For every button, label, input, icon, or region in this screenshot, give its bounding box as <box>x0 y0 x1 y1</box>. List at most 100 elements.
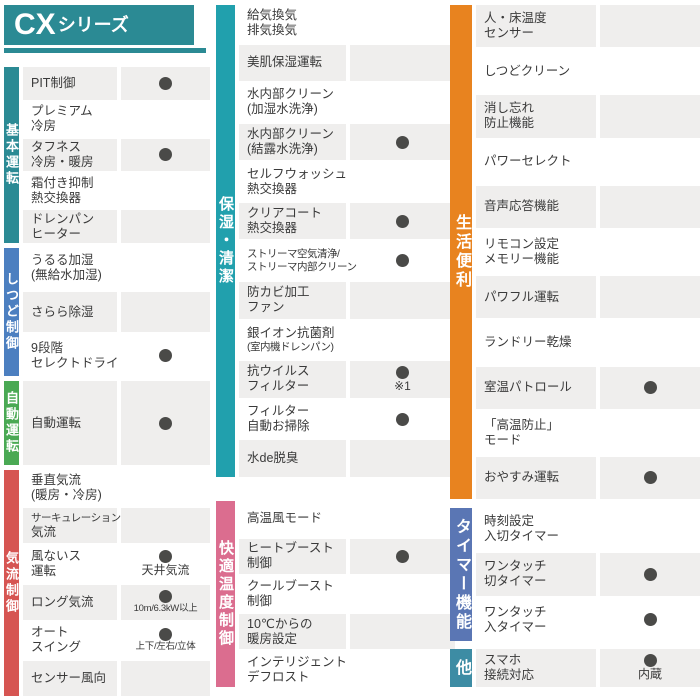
feature-row: 霜付き抑制 熱交換器 <box>23 174 210 207</box>
feature-label-line: PIT制御 <box>31 75 76 90</box>
feature-dot-cell <box>350 538 455 574</box>
feature-label-line: 高温風モード <box>247 510 323 525</box>
feature-label: ドレンパン ヒーター <box>23 210 117 243</box>
feature-dot-cell <box>121 138 210 172</box>
feature-section: 基本運転 PIT制御 プレミアム 冷房 タフネス 冷房・暖房 霜付き抑制 熱交換器 ドレンパンヒ… <box>4 67 210 243</box>
feature-row: クールブースト 制御 <box>239 577 455 612</box>
feature-row: 10℃からの 暖房設定 <box>239 614 455 650</box>
feature-label-line: オート <box>31 625 69 640</box>
feature-label-line: センサー <box>484 26 535 41</box>
feature-dot-cell <box>121 291 210 333</box>
check-dot-icon <box>396 365 409 379</box>
feature-label-line: クリアコート <box>247 206 323 221</box>
check-dot-icon <box>643 567 657 581</box>
feature-row: 「高温防止」 モード <box>476 412 700 454</box>
check-dot-icon <box>159 416 172 430</box>
feature-row: 水de脱臭 <box>239 440 455 477</box>
feature-dot-cell <box>350 440 455 477</box>
check-dot-icon <box>159 349 172 363</box>
feature-label-line: ストリーマ内部クリーン <box>247 260 357 273</box>
feature-label-line: 美肌保湿運転 <box>247 55 323 70</box>
feature-section: タイマー機能 時刻設定 入切タイマー ワンタッチ 切タイマー ワンタッチ 入タイマー <box>450 508 700 641</box>
feature-label-line: 熱交換器 <box>247 221 298 236</box>
feature-label: 風ないス 運転 <box>23 546 117 581</box>
feature-label-line: 入切タイマー <box>484 529 560 544</box>
category-label: 生活便利 <box>453 214 470 290</box>
check-dot-icon <box>159 628 172 642</box>
feature-label-line: 防カビ加工 <box>247 285 310 300</box>
feature-row: オート スイング 上下/左右/立体 <box>23 623 210 658</box>
feature-section: しつど制御 うるる加湿 (無給水加湿) さらら除湿 9段階 セレクトドライ <box>4 248 210 376</box>
category-bar: 自動運転 <box>4 381 19 465</box>
feature-label-line: ワンタッチ <box>484 559 547 574</box>
feature-label: 抗ウイルス フィルター <box>239 361 346 398</box>
feature-label: さらら除湿 <box>23 291 117 333</box>
feature-label: おやすみ運転 <box>476 456 596 500</box>
feature-label: 9段階 セレクトドライ <box>23 335 119 376</box>
feature-dot-cell <box>600 366 700 409</box>
feature-label-line: 霜付き抑制 <box>31 175 94 190</box>
feature-label: 水内部クリーン (結露水洗浄) <box>239 123 346 161</box>
feature-row: ワンタッチ 入タイマー <box>476 599 700 641</box>
feature-row: 室温パトロール <box>476 366 700 409</box>
feature-dot-cell <box>350 123 455 161</box>
category-label: 快適温度制御 <box>217 540 234 648</box>
feature-label: スマホ 接続対応 <box>476 649 596 687</box>
series-title-sub: シリーズ <box>57 15 129 35</box>
feature-row: ヒートブースト 制御 <box>239 538 455 574</box>
feature-dot-cell <box>350 401 455 438</box>
feature-label-line: 制御 <box>247 556 273 571</box>
feature-label-line: 接続対応 <box>484 668 535 682</box>
feature-label-line: (加湿水洗浄) <box>247 102 318 117</box>
feature-dot-cell <box>600 508 700 550</box>
feature-label-line: ランドリー乾燥 <box>484 334 572 349</box>
feature-row: タフネス 冷房・暖房 <box>23 138 210 172</box>
category-label: 気流制御 <box>4 551 19 615</box>
feature-row: 自動運転 <box>23 381 210 465</box>
feature-label: ランドリー乾燥 <box>476 321 596 363</box>
feature-label: ワンタッチ 切タイマー <box>476 553 596 596</box>
feature-dot-cell <box>350 163 455 200</box>
feature-dot-cell: ※1 <box>350 361 455 398</box>
category-bar: 気流制御 <box>4 470 19 696</box>
category-label: しつど制御 <box>4 272 19 352</box>
feature-dot-cell <box>350 202 455 240</box>
column-convenience-timer: 生活便利 人・床温度 センサー しつどクリーン 消し忘れ 防止機能 パワーセレクト 音声応答機… <box>450 5 700 687</box>
feature-label: クールブースト 制御 <box>239 577 346 612</box>
feature-label: 水de脱臭 <box>239 440 346 477</box>
feature-label-line: インテリジェント <box>247 654 348 669</box>
feature-label-line: モード <box>484 432 522 447</box>
feature-label: 水内部クリーン (加湿水洗浄) <box>239 84 346 121</box>
feature-row: 時刻設定 入切タイマー <box>476 508 700 550</box>
feature-dot-cell <box>600 95 700 138</box>
feature-label: プレミアム 冷房 <box>23 103 117 136</box>
feature-label-line: 水de脱臭 <box>247 451 299 466</box>
feature-label-line: クールブースト <box>247 578 334 593</box>
feature-row: PIT制御 <box>23 67 210 100</box>
feature-dot-cell <box>121 248 210 289</box>
feature-row: 給気換気 排気換気 <box>239 5 455 42</box>
feature-label: 垂直気流 (暖房・冷房) <box>23 470 117 505</box>
feature-label-line: 切タイマー <box>484 574 547 589</box>
feature-dot-cell <box>121 67 210 100</box>
feature-label: インテリジェント デフロスト <box>239 652 348 687</box>
column-basic-operation: CX シリーズ 基本運転 PIT制御 プレミアム 冷房 タフネス 冷房・暖房 霜付き抑制 熱交… <box>4 5 210 697</box>
feature-dot-cell <box>350 84 455 121</box>
feature-dot-cell <box>121 174 210 207</box>
feature-row: さらら除湿 <box>23 291 210 333</box>
category-bar: 他 <box>450 649 472 687</box>
feature-dot-cell <box>121 335 210 376</box>
feature-label: ワンタッチ 入タイマー <box>476 599 596 641</box>
feature-row: スマホ 接続対応 内蔵 <box>476 649 700 687</box>
feature-section: 気流制御 垂直気流 (暖房・冷房) サーキュレーション 気流 風ないス 運転 天井気流 ロング気… <box>4 470 210 697</box>
feature-label-line: 抗ウイルス <box>247 364 310 379</box>
feature-label-line: 冷房 <box>31 119 57 134</box>
feature-label-line: 風ないス <box>31 548 82 563</box>
feature-dot-cell <box>600 185 700 228</box>
category-bar: 保湿・清潔 <box>216 5 235 477</box>
feature-label: 銀イオン抗菌剤 (室内機ドレンパン) <box>239 322 346 359</box>
feature-label-line: 室温パトロール <box>484 380 572 395</box>
feature-label-line: セレクトドライ <box>31 355 119 370</box>
check-dot-icon <box>643 613 657 627</box>
feature-label: 消し忘れ 防止機能 <box>476 95 596 138</box>
